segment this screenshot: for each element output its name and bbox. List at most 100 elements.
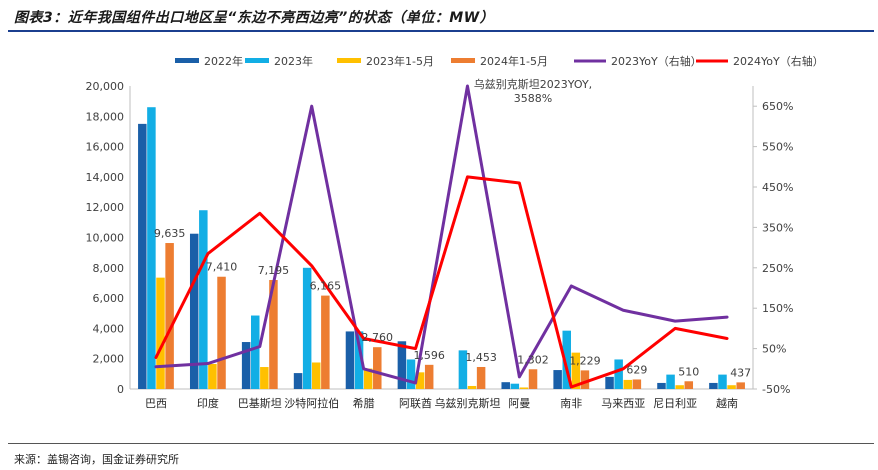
x-tick-label: 马来西亚: [601, 397, 645, 410]
bar: [269, 279, 278, 389]
bar: [614, 359, 623, 389]
bar: [147, 107, 156, 390]
y-left-tick-label: 16,000: [86, 141, 125, 154]
data-label: 7,195: [258, 264, 290, 277]
x-tick-label: 尼日利亚: [653, 397, 697, 410]
legend-label: 2023年1-5月: [366, 54, 434, 68]
bar: [138, 123, 147, 389]
bar: [241, 342, 251, 389]
annotation-text: 3588%: [514, 92, 552, 105]
legend-swatch: [337, 58, 361, 63]
x-tick-label: 阿联酋: [399, 396, 432, 410]
y-right-tick-label: 50%: [762, 343, 786, 356]
data-label: 629: [626, 363, 647, 376]
legend-swatch: [245, 58, 269, 63]
bar: [657, 382, 666, 389]
bar: [528, 369, 538, 389]
bar: [580, 370, 590, 389]
y-left-tick-label: 6,000: [93, 292, 125, 305]
y-right-tick-label: 150%: [762, 302, 793, 315]
data-label: 1,596: [413, 349, 445, 362]
bar: [373, 347, 382, 389]
bar: [312, 362, 321, 389]
bar: [519, 387, 529, 389]
legend-label: 2023年: [274, 54, 313, 68]
x-tick-label: 越南: [716, 396, 738, 410]
data-label: 510: [678, 365, 699, 378]
y-left-tick-label: 2,000: [93, 353, 125, 366]
bar: [727, 385, 736, 389]
series-line: [154, 84, 729, 385]
y-left-tick-label: 18,000: [86, 110, 125, 123]
x-tick-label: 希腊: [353, 396, 375, 410]
bar: [354, 331, 364, 389]
chart-data-labels: 9,635 7,410 7,195 6,165 2,760 1,596 1,453 1,302…: [154, 227, 751, 379]
bar: [718, 374, 727, 389]
y-right-tick-label: 450%: [762, 181, 793, 194]
bar: [666, 374, 675, 389]
legend-label: 2023YoY（右轴）: [611, 54, 702, 68]
series-line: [154, 175, 729, 389]
data-label: 9,635: [154, 227, 186, 240]
bar: [208, 364, 217, 389]
y-left-tick-label: 20,000: [86, 80, 125, 93]
bar: [217, 276, 226, 389]
annotation-text: 乌兹别克斯坦2023YOY,: [474, 77, 592, 91]
chart-annotation: 乌兹别克斯坦2023YOY,3588%: [474, 77, 592, 105]
x-tick-label: 南非: [560, 397, 582, 410]
bar: [605, 376, 614, 389]
bar: [623, 379, 633, 389]
bar: [260, 367, 269, 389]
bar: [415, 372, 425, 389]
legend-label: 2022年: [204, 54, 243, 68]
bar: [736, 382, 745, 389]
chart-lines: [154, 84, 729, 389]
x-tick-label: 印度: [197, 396, 219, 410]
bar: [709, 382, 718, 389]
bar: [424, 364, 434, 389]
x-tick-label: 巴西: [145, 397, 167, 410]
bar: [293, 373, 303, 389]
bar: [510, 383, 520, 389]
chart-bars: [138, 107, 745, 390]
chart-title: 图表3：近年我国组件出口地区呈“东边不亮西边亮”的状态（单位：MW）: [14, 10, 495, 26]
data-label: 1,302: [517, 353, 549, 366]
data-label: 437: [730, 366, 751, 379]
legend-label: 2024年1-5月: [480, 54, 548, 68]
y-left-tick-label: 0: [117, 383, 124, 396]
x-tick-label: 乌兹别克斯坦: [434, 396, 500, 410]
y-right-tick-label: 650%: [762, 100, 793, 113]
bar: [458, 350, 468, 389]
x-tick-label: 沙特阿拉伯: [284, 396, 339, 410]
bar: [562, 330, 571, 389]
data-label: 1,229: [569, 354, 601, 367]
bar: [345, 331, 355, 389]
bar: [467, 385, 477, 389]
chart-axes: 0 2,000 4,000 6,000 8,000 10,000 12,000 14,000 1…: [86, 80, 794, 410]
y-right-tick-label: 350%: [762, 221, 793, 234]
source-note: 来源：盖锡咨询，国金证券研究所: [14, 453, 179, 466]
bar: [406, 359, 416, 389]
bar: [476, 366, 486, 389]
bar: [363, 368, 373, 389]
bar: [165, 243, 174, 389]
bar: [571, 352, 581, 389]
y-right-tick-label: -50%: [762, 383, 790, 396]
bar: [302, 267, 312, 389]
x-tick-label: 阿曼: [508, 397, 530, 410]
y-left-tick-label: 14,000: [86, 171, 125, 184]
legend-label: 2024YoY（右轴）: [733, 54, 824, 68]
y-left-tick-label: 4,000: [93, 322, 125, 335]
y-right-tick-label: 550%: [762, 141, 793, 154]
y-right-tick-label: 250%: [762, 262, 793, 275]
legend-swatch: [175, 58, 199, 63]
bar: [501, 382, 510, 389]
y-left-tick-label: 8,000: [93, 262, 125, 275]
y-left-tick-label: 12,000: [86, 201, 125, 214]
bar: [189, 233, 199, 389]
data-label: 1,453: [465, 351, 497, 364]
bar: [675, 385, 684, 389]
bar: [250, 315, 260, 389]
chart-legend: 2022年 2023年 2023年1-5月 2024年1-5月 2023YoY（右轴） 2…: [175, 54, 824, 68]
